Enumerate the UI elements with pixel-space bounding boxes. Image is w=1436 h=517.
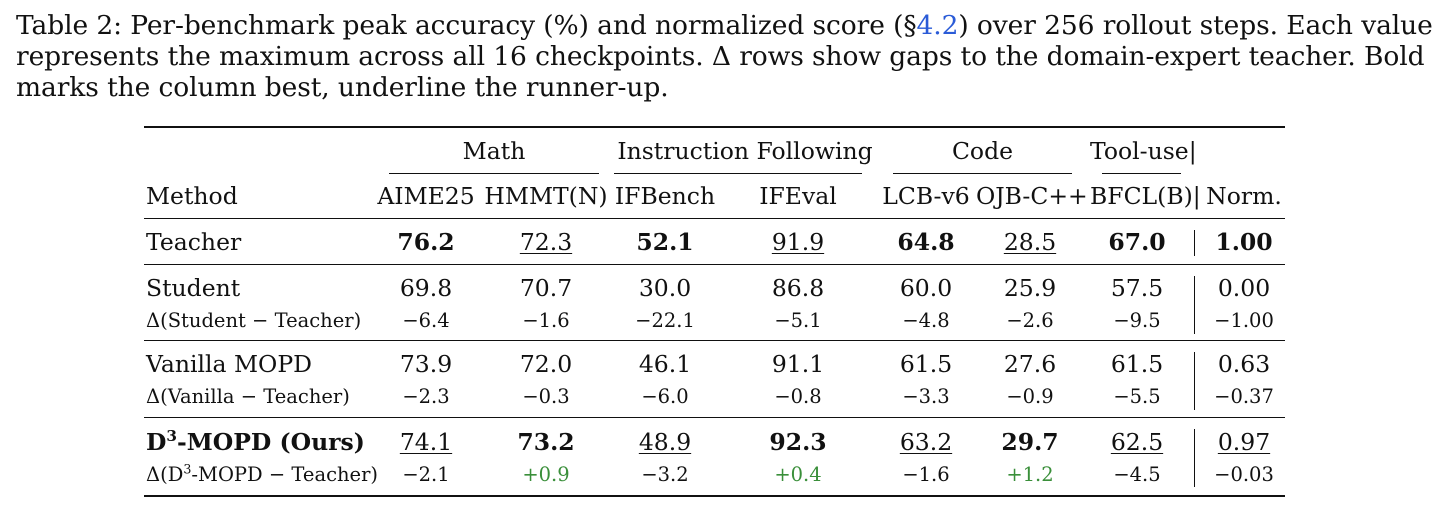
student-ifeval: 86.8 <box>771 274 825 302</box>
column-header-method: Method <box>146 182 238 210</box>
student-delta-lcb: −4.8 <box>902 309 950 332</box>
teacher-ifeval: 91.9 <box>771 228 825 256</box>
vanilla-delta-norm: −0.37 <box>1214 385 1274 408</box>
student-hmmt: 70.7 <box>519 274 573 302</box>
student-delta-ojb: −2.6 <box>1006 309 1054 332</box>
ours-delta-aime25: −2.1 <box>402 463 450 486</box>
ours-delta-ifbench: −3.2 <box>641 463 689 486</box>
vanilla-ifeval: 91.1 <box>771 350 825 378</box>
ours-aime25: 74.1 <box>399 428 453 456</box>
row-label-vanilla-mopd: Vanilla MOPD <box>146 350 312 378</box>
group-header-instruction-following: Instruction Following <box>617 137 873 165</box>
caption-line-3: marks the column best, underline the run… <box>16 72 669 103</box>
vanilla-delta-lcb: −3.3 <box>902 385 950 408</box>
section-reference-link[interactable]: 4.2 <box>916 10 959 41</box>
row-label-vanilla-delta: Δ(Vanilla − Teacher) <box>146 385 350 408</box>
ours-ifeval: 92.3 <box>769 428 827 456</box>
vanilla-norm: 0.63 <box>1217 350 1271 378</box>
vanilla-delta-ifbench: −6.0 <box>641 385 689 408</box>
ours-delta-bfcl: −4.5 <box>1113 463 1161 486</box>
ours-delta-norm: −0.03 <box>1214 463 1274 486</box>
teacher-hmmt: 72.3 <box>519 228 573 256</box>
vanilla-delta-bfcl: −5.5 <box>1113 385 1161 408</box>
top-rule <box>144 126 1285 129</box>
student-ojb: 25.9 <box>1003 274 1057 302</box>
teacher-ojb: 28.5 <box>1003 228 1057 256</box>
row-label-student: Student <box>146 274 241 302</box>
vanilla-ojb: 27.6 <box>1003 350 1057 378</box>
student-delta-norm: −1.00 <box>1214 309 1274 332</box>
student-delta-ifeval: −5.1 <box>774 309 822 332</box>
student-ifbench: 30.0 <box>638 274 692 302</box>
teacher-bfcl: 67.0 <box>1108 228 1166 256</box>
norm-separator-student <box>1194 276 1196 334</box>
caption-line-2: represents the maximum across all 16 che… <box>16 41 1425 72</box>
student-delta-ifbench: −22.1 <box>635 309 695 332</box>
norm-separator-teacher <box>1194 230 1196 256</box>
vanilla-delta-aime25: −2.3 <box>402 385 450 408</box>
ours-bfcl: 62.5 <box>1110 428 1164 456</box>
column-header-hmmt: HMMT(N) <box>484 182 608 210</box>
student-norm: 0.00 <box>1217 274 1271 302</box>
column-header-ifbench: IFBench <box>614 182 716 210</box>
student-rule <box>144 340 1285 342</box>
column-header-ifeval: IFEval <box>759 182 837 210</box>
teacher-rule <box>144 264 1285 266</box>
teacher-lcb: 64.8 <box>897 228 955 256</box>
student-delta-bfcl: −9.5 <box>1113 309 1161 332</box>
vanilla-hmmt: 72.0 <box>519 350 573 378</box>
code-group-rule <box>893 173 1072 174</box>
ours-norm: 0.97 <box>1217 428 1271 456</box>
row-label-d3-mopd: D3-MOPD (Ours) <box>146 427 365 456</box>
vanilla-bfcl: 61.5 <box>1110 350 1164 378</box>
math-group-rule <box>389 173 599 174</box>
tool-group-rule <box>1102 173 1181 174</box>
header-rule <box>144 218 1285 220</box>
student-aime25: 69.8 <box>399 274 453 302</box>
vanilla-aime25: 73.9 <box>399 350 453 378</box>
norm-separator-ours <box>1194 429 1196 487</box>
vanilla-ifbench: 46.1 <box>638 350 692 378</box>
vanilla-rule <box>144 417 1285 419</box>
group-header-code: Code <box>951 137 1014 165</box>
ours-ojb: 29.7 <box>1001 428 1059 456</box>
teacher-aime25: 76.2 <box>397 228 455 256</box>
instruction-group-rule <box>614 173 862 174</box>
vanilla-lcb: 61.5 <box>899 350 953 378</box>
ours-hmmt: 73.2 <box>517 428 575 456</box>
column-header-lcb: LCB-v6 <box>882 182 970 210</box>
student-delta-aime25: −6.4 <box>402 309 450 332</box>
norm-separator-vanilla <box>1194 352 1196 410</box>
row-label-teacher: Teacher <box>146 228 242 256</box>
bottom-rule <box>144 495 1285 498</box>
group-header-tool-use: Tool-use| <box>1090 137 1197 165</box>
student-bfcl: 57.5 <box>1110 274 1164 302</box>
column-header-ojb: OJB-C++ <box>976 182 1088 210</box>
vanilla-delta-ojb: −0.9 <box>1006 385 1054 408</box>
ours-delta-lcb: −1.6 <box>902 463 950 486</box>
ours-delta-ifeval: +0.4 <box>774 463 822 486</box>
ours-delta-ojb: +1.2 <box>1006 463 1054 486</box>
ours-delta-hmmt: +0.9 <box>522 463 570 486</box>
row-label-d3-mopd-delta: Δ(D3-MOPD − Teacher) <box>146 461 379 486</box>
teacher-ifbench: 52.1 <box>636 228 694 256</box>
table-caption: Table 2: Per-benchmark peak accuracy (%)… <box>16 10 1433 103</box>
caption-line-1: Table 2: Per-benchmark peak accuracy (%)… <box>16 10 1433 41</box>
group-header-math: Math <box>462 137 526 165</box>
vanilla-delta-hmmt: −0.3 <box>522 385 570 408</box>
row-label-student-delta: Δ(Student − Teacher) <box>146 309 362 332</box>
ours-ifbench: 48.9 <box>638 428 692 456</box>
student-lcb: 60.0 <box>899 274 953 302</box>
ours-lcb: 63.2 <box>899 428 953 456</box>
vanilla-delta-ifeval: −0.8 <box>774 385 822 408</box>
column-header-norm: Norm. <box>1206 182 1282 210</box>
teacher-norm: 1.00 <box>1215 228 1273 256</box>
column-header-aime25: AIME25 <box>377 182 475 210</box>
student-delta-hmmt: −1.6 <box>522 309 570 332</box>
column-header-bfcl: BFCL(B)| <box>1090 182 1201 210</box>
